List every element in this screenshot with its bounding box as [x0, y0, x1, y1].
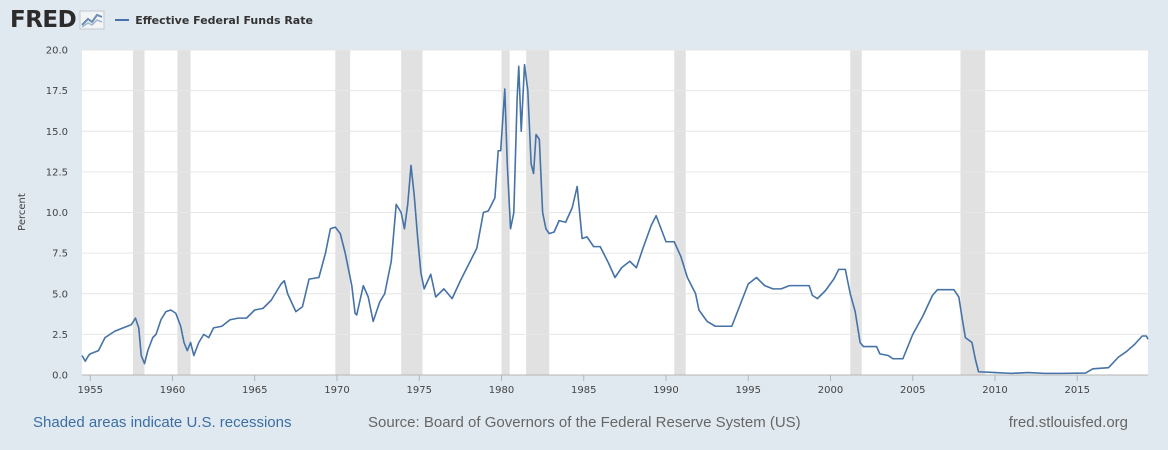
y-tick-label: 12.5: [46, 167, 68, 178]
x-tick-label: 2010: [982, 385, 1007, 396]
chart-svg[interactable]: 0.0 2.5 5.0 7.5 10.0 12.5 15.0 17.5 20.0 1955 196…: [0, 0, 1168, 400]
x-tick-label: 2000: [818, 385, 843, 396]
y-tick-label: 20.0: [46, 46, 68, 57]
legend-swatch: [115, 19, 130, 21]
y-axis-label: Percent: [17, 193, 28, 231]
legend: Effective Federal Funds Rate: [115, 14, 313, 27]
gridlines: [82, 49, 1148, 335]
x-tick-label: 1990: [653, 385, 678, 396]
y-axis-ticks: 0.0 2.5 5.0 7.5 10.0 12.5 15.0 17.5 20.0: [46, 46, 68, 382]
x-tick-label: 1995: [736, 385, 761, 396]
chart-header: FRED Effective Federal Funds Rate: [10, 6, 313, 34]
y-tick-label: 15.0: [46, 127, 68, 138]
site-link[interactable]: fred.stlouisfed.org: [1008, 414, 1128, 431]
x-tick-label: 1985: [571, 385, 596, 396]
x-tick-label: 2015: [1065, 385, 1090, 396]
recessions-note-link[interactable]: Shaded areas indicate U.S. recessions: [33, 414, 292, 431]
x-tick-label: 1955: [77, 385, 102, 396]
y-tick-label: 7.5: [52, 249, 68, 260]
trend-line-icon: [79, 10, 105, 30]
x-tick-label: 2005: [900, 385, 925, 396]
y-tick-label: 2.5: [52, 330, 68, 341]
x-tick-label: 1970: [324, 385, 349, 396]
x-tick-label: 1960: [160, 385, 185, 396]
x-tick-label: 1980: [489, 385, 514, 396]
y-tick-label: 17.5: [46, 86, 68, 97]
fred-logo[interactable]: FRED: [10, 7, 105, 33]
x-tick-label: 1975: [407, 385, 432, 396]
fred-logo-text: FRED: [10, 7, 77, 33]
series-line-effective-federal-funds-rate[interactable]: [81, 63, 1149, 375]
source-text: Source: Board of Governors of the Federa…: [368, 414, 801, 431]
y-tick-label: 5.0: [52, 289, 68, 300]
legend-label: Effective Federal Funds Rate: [135, 13, 313, 27]
y-tick-label: 0.0: [52, 371, 68, 382]
x-tick-label: 1965: [242, 385, 267, 396]
x-axis-ticks: 1955 1960 1965 1970 1975 1980 1985 1990 1995 2000…: [77, 375, 1090, 396]
y-tick-label: 10.0: [46, 208, 68, 219]
